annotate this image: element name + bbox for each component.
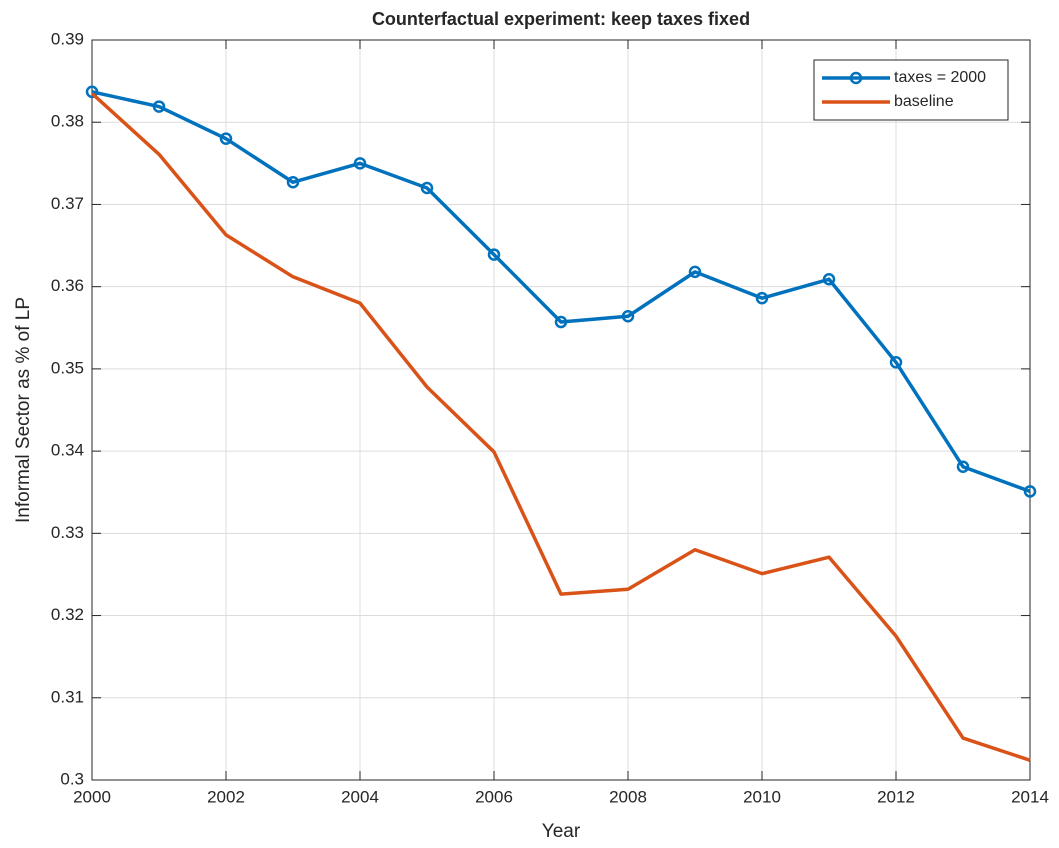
plot-frame xyxy=(91,39,1031,781)
marker xyxy=(1023,485,1037,498)
marker xyxy=(353,157,367,170)
x-tick-label: 2004 xyxy=(341,787,379,806)
legend-label: baseline xyxy=(894,93,954,110)
marker xyxy=(755,291,769,305)
y-tick-label: 0.35 xyxy=(51,358,84,377)
marker xyxy=(286,175,300,189)
marker xyxy=(688,265,702,279)
legend-box xyxy=(813,59,1009,121)
y-tick-label: 0.36 xyxy=(51,276,84,295)
x-tick-label: 2006 xyxy=(475,787,513,806)
marker xyxy=(956,460,970,473)
marker xyxy=(889,356,903,369)
chart-title: Counterfactual experiment: keep taxes fi… xyxy=(372,9,750,29)
x-tick-label: 2000 xyxy=(73,787,111,806)
marker xyxy=(822,273,836,286)
legend-marker xyxy=(849,71,863,85)
x-axis-label: Year xyxy=(542,821,581,842)
marker xyxy=(85,85,99,99)
marker xyxy=(219,132,233,145)
y-tick-label: 0.38 xyxy=(51,112,84,131)
x-tick-label: 2010 xyxy=(743,787,781,806)
x-tick-label: 2012 xyxy=(877,787,915,806)
y-tick-label: 0.34 xyxy=(51,441,84,460)
marker xyxy=(621,310,635,323)
marker xyxy=(554,315,568,329)
marker xyxy=(487,248,501,261)
y-tick-label: 0.31 xyxy=(51,687,84,706)
y-axis-label: Informal Sector as % of LP xyxy=(13,297,34,523)
marker xyxy=(152,100,166,113)
y-tick-label: 0.3 xyxy=(60,769,84,788)
marker xyxy=(420,181,434,195)
y-tick-label: 0.37 xyxy=(51,194,84,213)
legend: taxes = 2000 baseline xyxy=(813,59,1009,121)
line xyxy=(90,92,1031,762)
y-tick-label: 0.32 xyxy=(51,605,84,624)
x-tick-label: 2008 xyxy=(609,787,647,806)
y-tick-label: 0.33 xyxy=(51,523,84,542)
x-tick-label: 2002 xyxy=(207,787,245,806)
legend-label: taxes = 2000 xyxy=(894,69,986,86)
x-tick-label: 2014 xyxy=(1011,787,1049,806)
line xyxy=(91,90,1031,494)
y-tick-label: 0.39 xyxy=(51,29,84,48)
